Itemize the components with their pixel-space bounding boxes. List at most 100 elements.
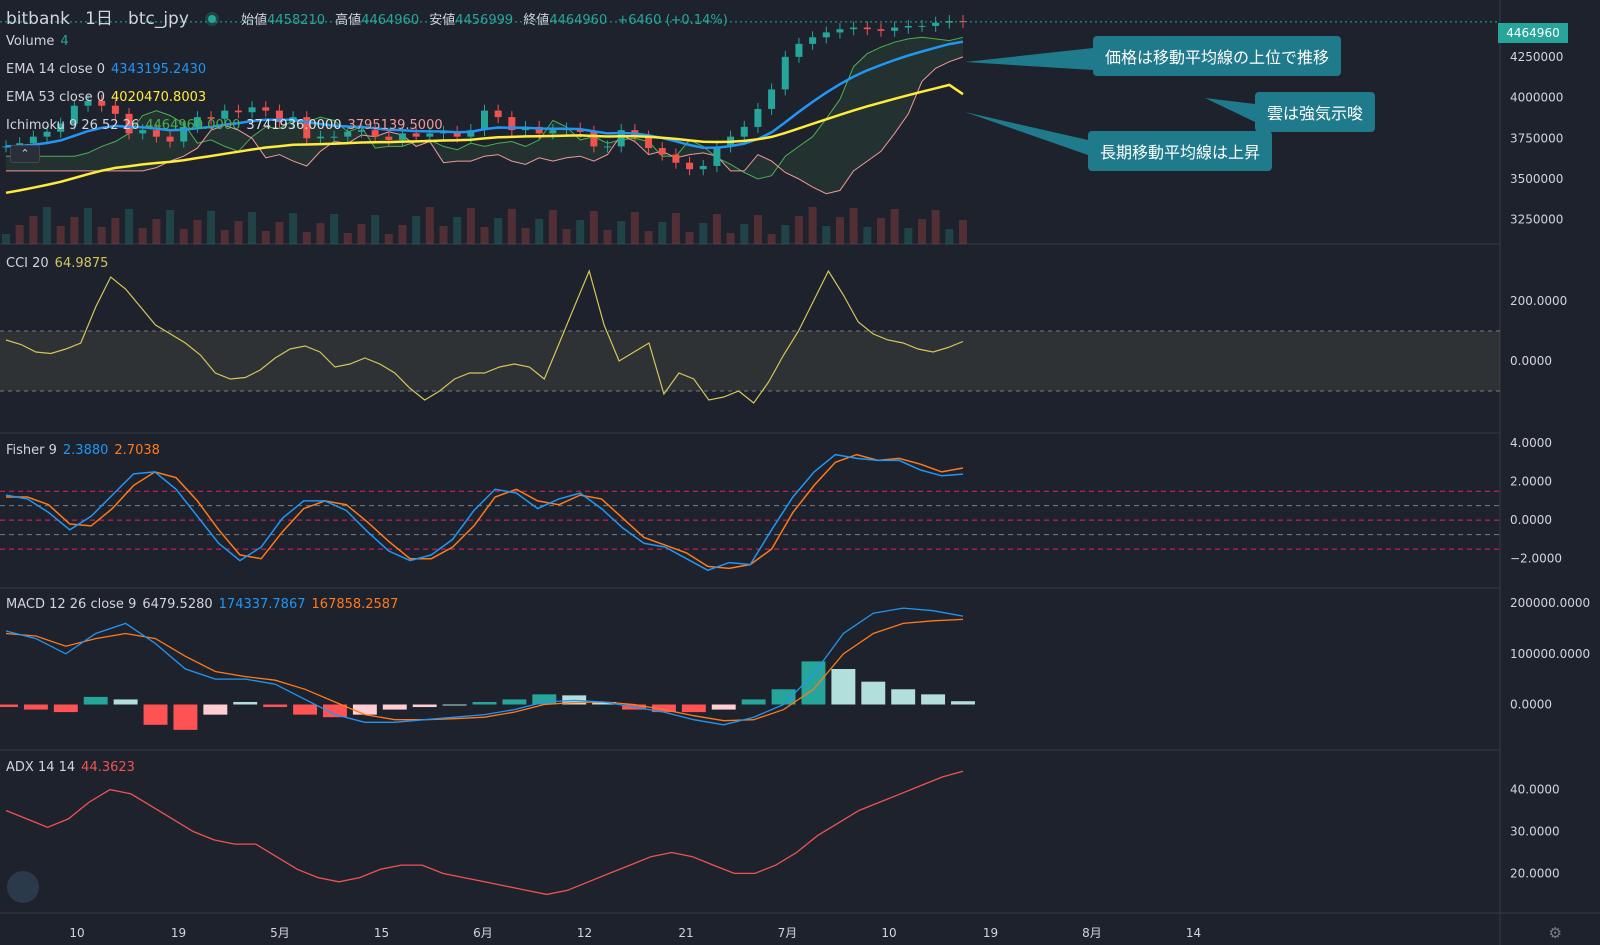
symbol-label[interactable]: btc_jpy: [128, 9, 189, 29]
candle: [139, 130, 147, 134]
adx-value: 44.3623: [81, 760, 135, 775]
fisher-trigger-line: [6, 453, 964, 570]
volume-bar: [412, 216, 421, 244]
macd-histogram-bar: [113, 699, 138, 705]
candle: [2, 146, 10, 148]
volume-bar: [658, 222, 667, 244]
macd-histogram-bar: [861, 681, 886, 705]
macd-histogram-bar: [771, 689, 796, 705]
collapse-legend-button[interactable]: ⌃: [10, 145, 40, 163]
candle: [453, 131, 461, 137]
volume-bar: [849, 208, 858, 244]
volume-bar: [699, 223, 708, 244]
volume-bar: [685, 232, 694, 244]
candle: [904, 25, 912, 28]
ichimoku-label: Ichimoku 9 26 52 26: [6, 118, 140, 133]
macd-histogram-bar: [173, 704, 198, 730]
macd-histogram-bar: [0, 704, 18, 708]
y-tick-label: 100000.0000: [1510, 647, 1590, 661]
volume-bar: [548, 210, 557, 244]
macd-histogram-bar: [951, 701, 975, 705]
volume-bar: [316, 223, 325, 244]
candle: [152, 130, 160, 137]
candle: [481, 110, 488, 131]
y-tick-label: 0.0000: [1510, 698, 1552, 712]
ema53-line: [5, 83, 964, 195]
settings-gear-icon[interactable]: ⚙: [1548, 924, 1562, 942]
macd-histogram-bar: [921, 694, 946, 705]
fisher-label: Fisher 9: [6, 443, 57, 458]
macd-histogram-bar: [502, 699, 527, 705]
y-tick-label: 200.0000: [1510, 294, 1567, 308]
exchange-label[interactable]: bitbank: [6, 9, 71, 29]
volume-bar: [671, 213, 680, 244]
candle: [959, 21, 967, 23]
ichimoku-value-1: 4464960.0000: [145, 118, 241, 133]
high-value: 4464960: [361, 13, 420, 28]
cci-label: CCI 20: [6, 256, 49, 271]
volume-bar: [904, 228, 913, 244]
adx-label: ADX 14 14: [6, 760, 76, 775]
y-tick-label: 200000.0000: [1510, 596, 1590, 610]
callout-pointer: [1205, 98, 1255, 122]
volume-bar: [630, 212, 639, 244]
volume-bar: [138, 228, 147, 244]
candle: [166, 136, 174, 142]
volume-legend[interactable]: Volume 4: [6, 34, 75, 49]
high-label: 高値: [335, 13, 362, 28]
callout-pointer: [965, 112, 1088, 155]
macd-histogram-bar: [263, 704, 288, 708]
candle: [604, 146, 612, 148]
adx-legend[interactable]: ADX 14 14 44.3623: [6, 760, 141, 775]
volume-bar: [617, 221, 626, 244]
x-tick-label: 12: [577, 926, 592, 940]
volume-bar: [835, 217, 844, 244]
candle: [385, 136, 393, 140]
callout-long-ma-rising: 長期移動平均線は上昇: [1088, 131, 1273, 171]
candle: [754, 108, 762, 127]
macd-histogram-bar: [891, 689, 916, 705]
ema14-legend[interactable]: EMA 14 close 0 4343195.2430: [6, 62, 212, 77]
ichimoku-legend[interactable]: Ichimoku 9 26 52 26 4464960.0000 3741936.0…: [6, 118, 449, 133]
candle: [344, 131, 352, 137]
open-label: 始値: [241, 13, 268, 28]
volume-bar: [275, 222, 284, 244]
candle: [316, 136, 324, 139]
volume-bar: [794, 216, 803, 244]
candle: [549, 130, 557, 134]
interval-label[interactable]: 1日: [85, 9, 113, 29]
x-tick-label: 21: [678, 926, 693, 940]
macd-histogram-bar: [472, 701, 497, 705]
volume-bar: [576, 220, 585, 244]
ema53-value: 4020470.8003: [111, 90, 207, 105]
x-tick-label: 7月: [778, 926, 798, 940]
volume-bar: [193, 220, 202, 244]
volume-bar: [384, 234, 393, 244]
volume-bar: [371, 215, 380, 244]
adx-line: [5, 770, 964, 896]
volume-label: Volume: [6, 34, 55, 49]
fisher-legend[interactable]: Fisher 9 2.3880 2.7038: [6, 443, 166, 458]
macd-value-1: 6479.5280: [142, 597, 213, 612]
candle: [891, 27, 899, 31]
callout-cloud-bullish: 雲は強気示唆: [1255, 92, 1376, 132]
ema53-legend[interactable]: EMA 53 close 0 4020470.8003: [6, 90, 212, 105]
volume-bar: [111, 218, 120, 244]
cci-legend[interactable]: CCI 20 64.9875: [6, 256, 114, 271]
candle: [494, 110, 502, 118]
volume-bar: [166, 210, 175, 244]
volume-bar: [343, 233, 352, 244]
candle: [863, 27, 871, 30]
volume-bar: [56, 226, 65, 244]
volume-bar: [330, 214, 339, 244]
candle: [658, 148, 666, 155]
y-tick-label: 4000000: [1510, 91, 1563, 105]
macd-histogram-bar: [831, 669, 856, 705]
open-value: 4458210: [267, 13, 326, 28]
macd-legend[interactable]: MACD 12 26 close 9 6479.5280 174337.7867 16…: [6, 597, 404, 612]
candle: [43, 131, 51, 137]
tradingview-logo-icon[interactable]: [7, 871, 39, 903]
volume-bar: [29, 216, 38, 244]
y-tick-label: 3750000: [1510, 131, 1563, 145]
